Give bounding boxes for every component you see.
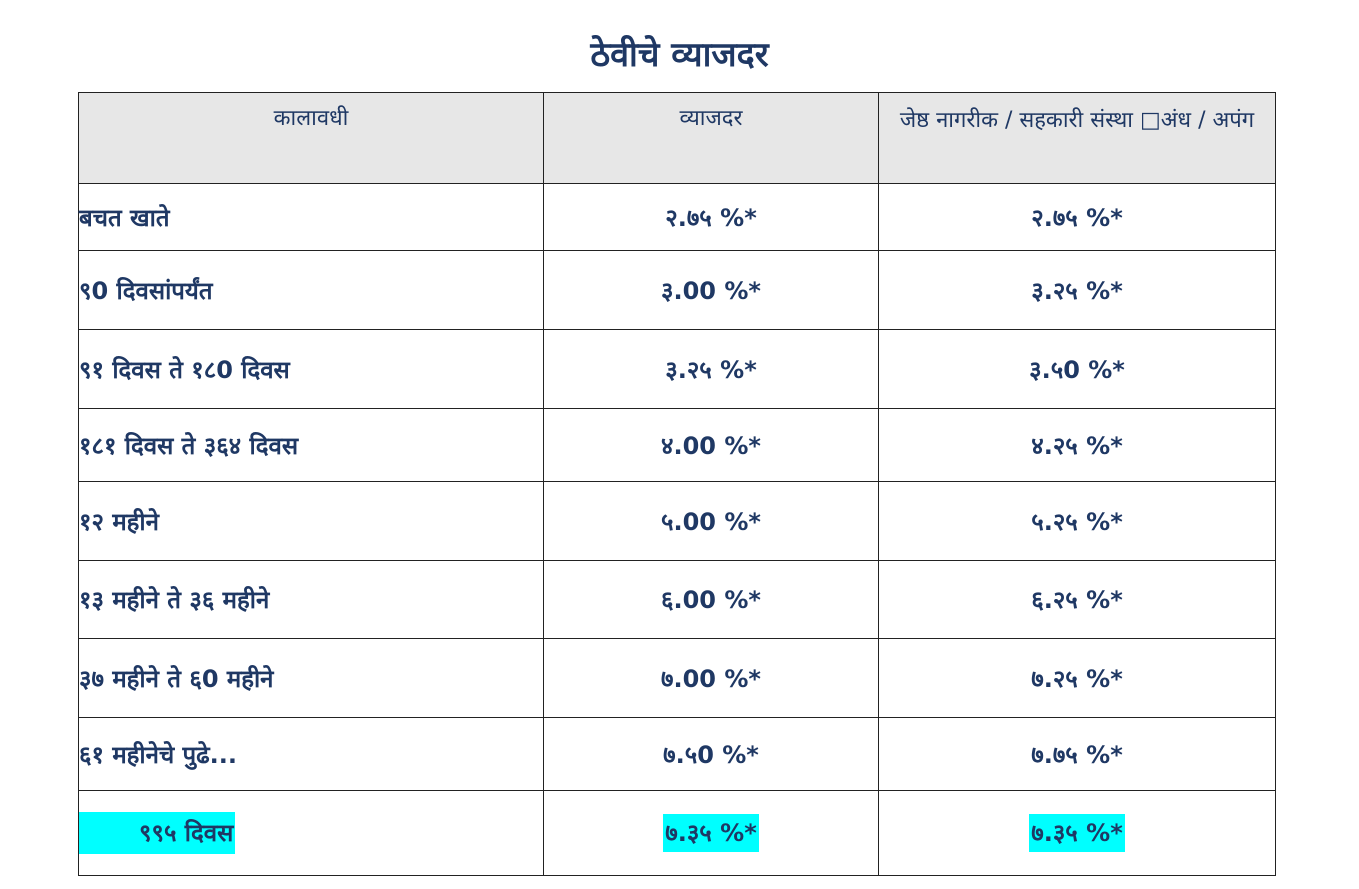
header-rate-label: व्याजदर bbox=[679, 106, 743, 131]
table-row: ९0 दिवसांपर्यंत ३.00 %* ३.२५ %* bbox=[78, 250, 1276, 330]
rate-cell: ७.३५ %* bbox=[543, 790, 879, 876]
header-senior-rate-label: जेष्ठ नागरीक / सहकारी संस्था □अंध / अपंग bbox=[899, 108, 1255, 133]
table-row: ३७ महीने ते ६0 महीने ७.00 %* ७.२५ %* bbox=[78, 638, 1276, 718]
table-row: १३ महीने ते ३६ महीने ६.00 %* ६.२५ %* bbox=[78, 560, 1276, 639]
rate-cell: ७.५0 %* bbox=[543, 717, 879, 791]
term-cell: ९0 दिवसांपर्यंत bbox=[78, 250, 544, 330]
table-row: १८१ दिवस ते ३६४ दिवस ४.00 %* ४.२५ %* bbox=[78, 408, 1276, 482]
rate-cell: २.७५ %* bbox=[543, 183, 879, 251]
senior-rate-cell: ५.२५ %* bbox=[878, 481, 1276, 561]
rate-cell: ७.00 %* bbox=[543, 638, 879, 718]
header-term-label: कालावधी bbox=[273, 106, 349, 131]
term-cell: ९९५ दिवस bbox=[78, 790, 544, 876]
senior-rate-cell: ७.३५ %* bbox=[878, 790, 1276, 876]
table-row: बचत खाते २.७५ %* २.७५ %* bbox=[78, 183, 1276, 251]
highlighted-term: ९९५ दिवस bbox=[79, 812, 236, 854]
table-header-row: कालावधी व्याजदर जेष्ठ नागरीक / सहकारी सं… bbox=[78, 92, 1276, 184]
table-row: १२ महीने ५.00 %* ५.२५ %* bbox=[78, 481, 1276, 561]
table-row-highlighted: ९९५ दिवस ७.३५ %* ७.३५ %* bbox=[78, 790, 1276, 876]
rate-cell: ५.00 %* bbox=[543, 481, 879, 561]
rate-cell: ३.00 %* bbox=[543, 250, 879, 330]
term-cell: ३७ महीने ते ६0 महीने bbox=[78, 638, 544, 718]
header-rate: व्याजदर bbox=[543, 92, 879, 184]
senior-rate-cell: ७.७५ %* bbox=[878, 717, 1276, 791]
page-title: ठेवीचे व्याजदर bbox=[590, 35, 769, 75]
term-cell: १८१ दिवस ते ३६४ दिवस bbox=[78, 408, 544, 482]
header-senior-rate: जेष्ठ नागरीक / सहकारी संस्था □अंध / अपंग bbox=[878, 92, 1276, 184]
highlighted-rate: ७.३५ %* bbox=[663, 814, 759, 852]
table-row: ९१ दिवस ते १८0 दिवस ३.२५ %* ३.५0 %* bbox=[78, 329, 1276, 409]
term-cell: बचत खाते bbox=[78, 183, 544, 251]
rate-cell: ६.00 %* bbox=[543, 560, 879, 639]
senior-rate-cell: ७.२५ %* bbox=[878, 638, 1276, 718]
term-cell: ९१ दिवस ते १८0 दिवस bbox=[78, 329, 544, 409]
senior-rate-cell: २.७५ %* bbox=[878, 183, 1276, 251]
rate-cell: ४.00 %* bbox=[543, 408, 879, 482]
term-cell: १३ महीने ते ३६ महीने bbox=[78, 560, 544, 639]
senior-rate-cell: ३.५0 %* bbox=[878, 329, 1276, 409]
rate-cell: ३.२५ %* bbox=[543, 329, 879, 409]
senior-rate-cell: ६.२५ %* bbox=[878, 560, 1276, 639]
term-cell: १२ महीने bbox=[78, 481, 544, 561]
table-row: ६१ महीनेचे पुढे... ७.५0 %* ७.७५ %* bbox=[78, 717, 1276, 791]
interest-rate-table: कालावधी व्याजदर जेष्ठ नागरीक / सहकारी सं… bbox=[78, 92, 1276, 876]
term-cell: ६१ महीनेचे पुढे... bbox=[78, 717, 544, 791]
highlighted-senior-rate: ७.३५ %* bbox=[1029, 814, 1125, 852]
header-term: कालावधी bbox=[78, 92, 544, 184]
senior-rate-cell: ४.२५ %* bbox=[878, 408, 1276, 482]
senior-rate-cell: ३.२५ %* bbox=[878, 250, 1276, 330]
